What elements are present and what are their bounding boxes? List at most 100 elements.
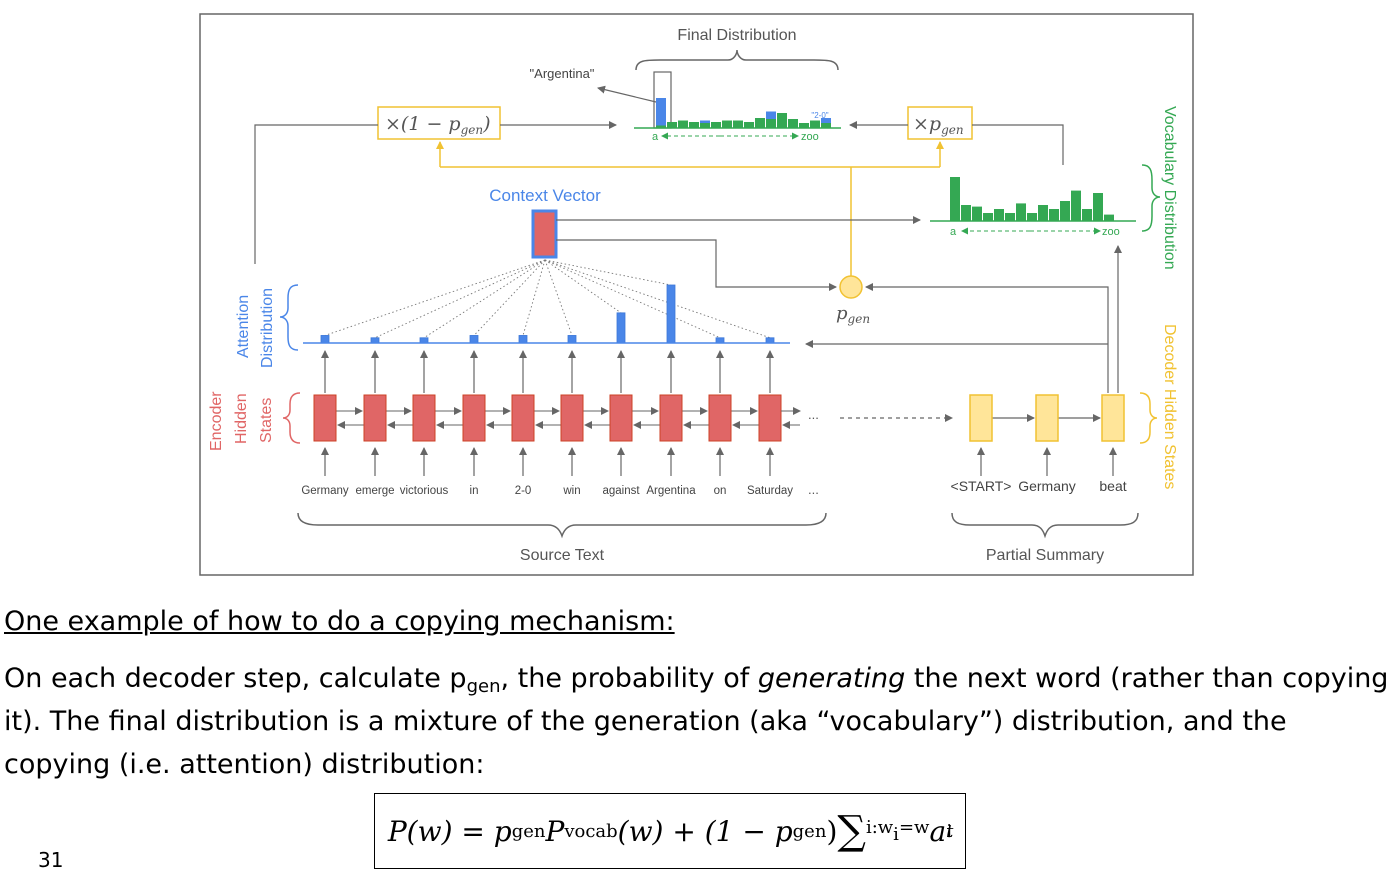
attention-bar	[616, 312, 626, 344]
encoder-brace	[282, 392, 301, 444]
attention-dotted-line	[324, 259, 546, 336]
slide-number: 31	[38, 848, 64, 872]
encoder-state-box	[659, 394, 683, 442]
attention-dotted-line	[544, 259, 622, 314]
final-distribution-bar	[722, 120, 732, 128]
final-distribution-bar	[744, 122, 754, 128]
section-heading: One example of how to do a copying mecha…	[4, 606, 675, 637]
one-minus-pgen-box	[377, 106, 501, 140]
encoder-state-box	[609, 394, 633, 442]
source-word: win	[562, 485, 580, 497]
vocabulary-distribution-bar	[1049, 209, 1059, 221]
decoder-state-box	[1035, 394, 1059, 442]
diagram-frame	[199, 13, 1194, 576]
attention-distribution-brace	[279, 284, 299, 351]
attention-bar	[666, 284, 676, 344]
final-distribution-attention-bar	[656, 98, 666, 126]
final-distribution-bar	[788, 119, 798, 128]
vocabulary-distribution-bar	[1060, 201, 1070, 221]
attention-dotted-line	[423, 259, 546, 339]
attention-bar	[765, 337, 775, 344]
times-pgen-label: ×pgen	[913, 113, 964, 137]
encoder-state-box	[363, 394, 387, 442]
pgen-circle	[839, 275, 863, 299]
vocabulary-distribution-bar	[1016, 203, 1026, 221]
source-ellipsis-row: ...	[808, 407, 819, 422]
vocabulary-distribution-bar	[1027, 213, 1037, 221]
encoder-label-1: Encoder	[208, 391, 225, 451]
summary-word: beat	[1099, 478, 1126, 494]
encoder-state-box	[511, 394, 535, 442]
decoder-state-box	[969, 394, 993, 442]
source-word: Germany	[301, 485, 349, 497]
attention-bar	[419, 337, 429, 344]
attention-bar	[567, 335, 577, 344]
source-word: against	[602, 485, 640, 497]
final-distribution-bar	[678, 120, 688, 128]
final-distribution-bar	[667, 122, 677, 128]
vocabulary-distribution-bar	[1093, 193, 1103, 221]
attention-feed-line	[254, 124, 378, 264]
pgen-label: pgen	[836, 303, 870, 326]
source-word: victorious	[400, 485, 449, 497]
source-text-label: Source Text	[520, 547, 605, 564]
vocabulary-distribution-bar	[1104, 214, 1114, 221]
final-distribution-bar	[821, 123, 831, 128]
decoder-brace	[1139, 392, 1158, 444]
vocabulary-distribution-bar	[1038, 205, 1048, 221]
source-word: 2-0	[515, 485, 532, 497]
final-distribution-bar	[755, 118, 765, 128]
attention-dotted-line	[522, 259, 546, 336]
final-distribution-bar	[656, 125, 666, 128]
encoder-state-box	[313, 394, 337, 442]
decoder-to-pgen-line	[865, 283, 1109, 393]
vocabulary-distribution-chart	[950, 177, 1114, 221]
encoder-state-box	[708, 394, 732, 442]
final-distribution-bar	[689, 122, 699, 128]
source-word: emerge	[356, 485, 395, 497]
final-distribution-label: Final Distribution	[677, 27, 796, 44]
attention-bar	[518, 335, 528, 344]
summary-word: <START>	[951, 478, 1012, 494]
vocabulary-distribution-bar	[1071, 190, 1081, 221]
vocabulary-distribution-brace	[1141, 164, 1161, 232]
final-distribution-attention-bar	[766, 111, 776, 119]
attention-bar	[469, 335, 479, 344]
attention-dotted-line	[374, 259, 546, 339]
vocab-axis-a: a	[950, 226, 957, 238]
vocabulary-distribution-bar	[983, 213, 993, 221]
vocabulary-distribution-bar	[994, 209, 1004, 221]
one-minus-pgen-label: ×(1 − pgen)	[385, 113, 491, 137]
decoder-state-box	[1101, 394, 1125, 442]
attention-dotted-lines	[324, 259, 771, 339]
source-text-brace	[297, 512, 827, 539]
source-word: on	[714, 485, 727, 497]
vocab-axis-zoo: zoo	[1102, 226, 1120, 238]
attention-dotted-line	[544, 259, 573, 336]
final-distribution-chart	[656, 98, 831, 128]
attention-dotted-line	[473, 259, 546, 336]
source-word: in	[470, 485, 479, 497]
attention-distribution-label-2: Distribution	[259, 288, 276, 368]
final-distribution-attention-bar	[700, 120, 710, 123]
final-distribution-attention-bar	[821, 118, 831, 123]
source-words: Germany emerge victorious in 2-0 win against Ar…	[301, 485, 793, 497]
final-distribution-bar	[711, 122, 721, 128]
vocabulary-distribution-bar	[1082, 209, 1092, 221]
encoder-state-box	[758, 394, 782, 442]
context-to-pgen-line	[556, 239, 837, 291]
final-axis-a: a	[652, 131, 659, 143]
vocabulary-distribution-bar	[1005, 213, 1015, 221]
encoder-state-box	[560, 394, 584, 442]
encoder-states	[313, 350, 801, 476]
attention-bar	[320, 335, 330, 344]
encoder-label-2: Hidden	[233, 393, 250, 444]
final-distribution-bar	[777, 113, 787, 128]
final-distribution-bar	[799, 123, 809, 128]
source-word: Argentina	[646, 485, 696, 497]
final-distribution-bar	[810, 120, 820, 128]
encoder-state-box	[462, 394, 486, 442]
encoder-label-3: States	[258, 398, 275, 443]
